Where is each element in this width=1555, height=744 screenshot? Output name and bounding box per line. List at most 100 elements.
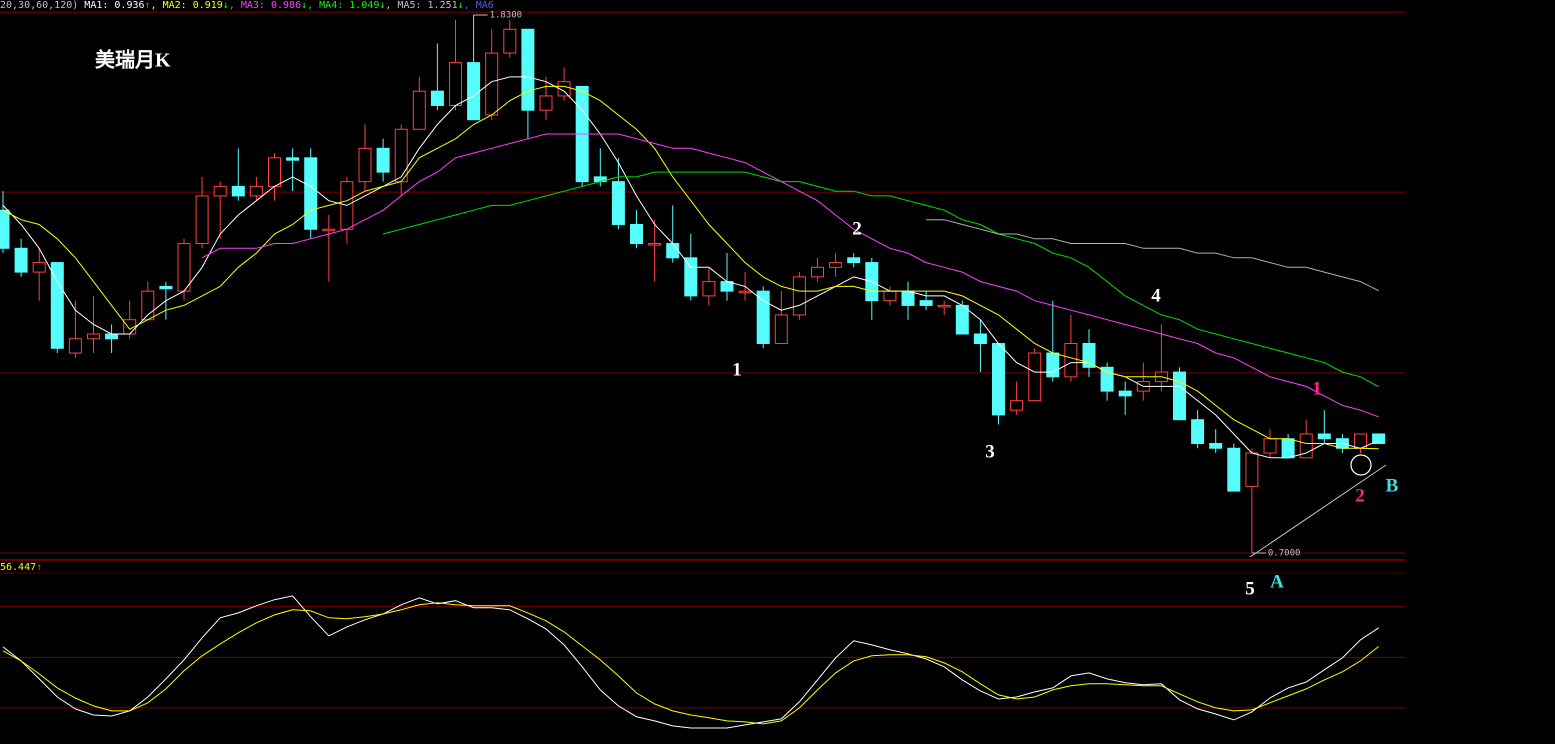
series-line [382,171,1379,388]
header-item: 20,30,60,120) [0,0,78,11]
candle-body [973,333,987,345]
candle-body [268,157,281,187]
marker-circle [1350,454,1372,476]
candle-body [322,228,336,232]
candle-body [883,290,897,302]
candle-body [1317,433,1331,440]
candle-body [539,95,553,111]
candle-body [32,262,46,273]
candle-body [286,157,300,161]
header: 56.447↑ [0,562,42,573]
candle-body [485,52,499,116]
candle-body [937,304,951,308]
series-line [2,85,1379,450]
candle-body [811,266,824,278]
candle-body [992,343,1005,416]
annotation: B [1386,475,1399,496]
header: 20,30,60,120) MA1: 0.936↑, MA2: 0.919↓, … [0,0,494,11]
header-item: , MA6 [464,0,494,11]
chart-title: 美瑞月K [95,48,171,72]
candle-body [847,257,861,264]
header-item: ↑ [36,562,42,573]
series-line [2,602,1379,725]
trend-line [1249,464,1387,558]
header-item: ↓ [458,0,464,11]
candle-body [213,185,227,197]
candle-body [50,262,64,349]
candle-body [774,314,788,345]
annotation: 3 [985,441,995,462]
candle-body [394,128,408,183]
candle-body [1173,371,1186,421]
header-item: , MA2: 0.919 [151,0,223,11]
candle-body [1227,447,1241,492]
candle-body [1100,366,1114,392]
candle-body [1028,352,1042,402]
annotation: 1 [732,359,742,380]
header-item: ↓ [379,0,385,11]
candle-body [14,247,28,273]
candle-body [1082,343,1096,368]
annotation: 2 [1355,485,1365,506]
candle-body [1245,452,1259,487]
candle-body [467,62,481,121]
candle-body [611,181,625,225]
candle-body [648,243,662,246]
candle-body [304,157,318,230]
candle-body [87,333,100,340]
candle-body [0,209,10,249]
series-line [2,76,1379,459]
candle-body [358,147,372,183]
candle-body [1010,400,1024,411]
header-item: ↓ [223,0,229,11]
candle-body [738,290,752,294]
candle-body [68,338,82,354]
candle-body [955,304,969,335]
candle-body [919,300,933,306]
candle-body [249,185,263,197]
high-label: 1.8300 [490,11,523,21]
candle-body [666,243,680,259]
candle-body [901,290,915,306]
candle-body [702,281,716,297]
candle-body [1064,343,1078,378]
annotation: 1 [1312,378,1322,399]
header-item: 56.447 [0,562,36,573]
annotation: 5 [1245,578,1255,599]
candle-body [1191,419,1205,444]
candle-body [376,147,390,173]
header-item: , MA4: 1.049 [307,0,379,11]
annotation: A [1270,571,1284,592]
candle-body [1372,433,1386,444]
annotation: 4 [1151,285,1161,306]
header-item: MA1: 0.936 [78,0,144,11]
candle-body [195,195,209,245]
candle-body [177,243,191,292]
candle-body [159,285,173,290]
candle-body [557,81,571,97]
candle-body [1209,442,1223,449]
header-item: , MA5: 1.251 [385,0,457,11]
low-label: 0.7000 [1268,549,1301,559]
series-line [2,595,1379,729]
header-item: , MA3: 0.986 [229,0,301,11]
candle-body [630,223,643,245]
candle-body [521,28,535,111]
candle-body [1281,438,1295,459]
candle-body [1118,390,1132,397]
candle-body [449,62,462,106]
candle-body [792,276,806,316]
candle-body [105,333,119,340]
candle-body [412,90,426,130]
series-line [926,219,1379,292]
candle-body [231,185,245,197]
candle-body [430,90,444,106]
header-item: ↓ [301,0,307,11]
candle-body [503,28,517,54]
series-line [201,133,1379,418]
header-item: ↑ [145,0,151,11]
candle-body [684,257,698,297]
